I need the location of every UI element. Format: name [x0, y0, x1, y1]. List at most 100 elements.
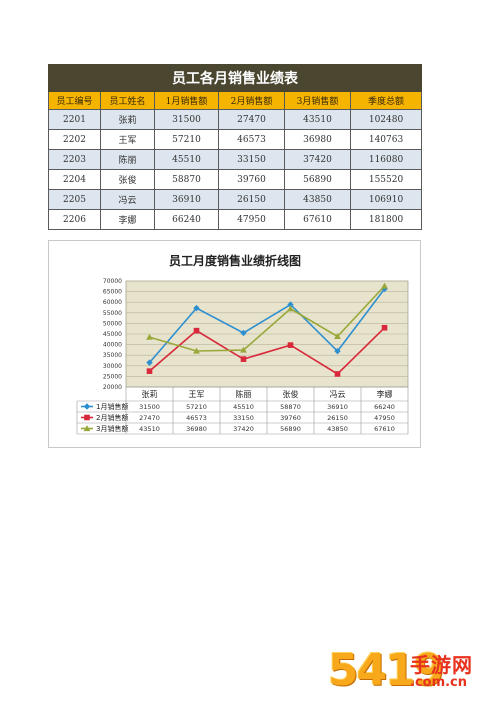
y-tick-label: 20000	[103, 384, 122, 391]
legend-key-marker	[83, 425, 91, 432]
cell-jan: 31500	[154, 109, 219, 130]
cell-jan: 45510	[154, 149, 219, 170]
chart-data-table: 张莉 王军 陈丽 张俊 冯云 李娜 1月销售额 31500 57210 45510 58870 369…	[76, 386, 409, 435]
data-point	[381, 282, 388, 289]
cell-feb: 47950	[218, 209, 285, 230]
cell-mar: 67610	[284, 209, 351, 230]
data-table-value: 36910	[327, 403, 348, 411]
data-point	[193, 304, 200, 312]
watermark-digits: 5419	[328, 645, 444, 696]
watermark-domain: .com.cn	[410, 675, 468, 690]
cell-jan: 36910	[154, 189, 219, 210]
data-table-value: 66240	[374, 403, 395, 411]
cell-id: 2203	[48, 149, 101, 170]
y-tick-label: 65000	[103, 289, 122, 296]
cell-id: 2204	[48, 169, 101, 190]
data-point	[381, 324, 388, 331]
x-category-label: 陈丽	[236, 389, 252, 399]
y-tick-label: 45000	[103, 331, 122, 338]
cell-total: 116080	[349, 149, 423, 170]
y-tick-label: 35000	[103, 352, 122, 359]
x-category-label: 王军	[189, 390, 205, 399]
cell-name: 李娜	[100, 209, 155, 230]
line-chart: 员工月度销售业绩折线图 70000 65000 60000 55000 50000 450…	[48, 240, 421, 448]
data-table-value: 37420	[233, 425, 254, 433]
table-row: 2202 王军 57210 46573 36980 140763	[48, 129, 423, 150]
cell-mar: 43850	[284, 189, 351, 210]
x-category-label: 张俊	[283, 389, 299, 399]
header-employee-id: 员工编号	[48, 91, 101, 110]
data-table-value: 31500	[139, 403, 160, 411]
data-table-value: 45510	[233, 403, 254, 411]
cell-total: 102480	[349, 109, 423, 130]
legend-entry: 2月销售额	[96, 413, 128, 422]
data-point	[334, 333, 341, 340]
data-table-value: 56890	[280, 425, 301, 433]
table-title: 员工各月销售业绩表	[47, 64, 423, 92]
cell-id: 2205	[48, 189, 101, 210]
data-point	[240, 346, 247, 353]
x-category-label: 李娜	[377, 389, 393, 399]
cell-feb: 26150	[218, 189, 285, 210]
cell-id: 2206	[48, 209, 101, 230]
cell-mar: 43510	[284, 109, 351, 130]
header-employee-name: 员工姓名	[100, 91, 155, 110]
data-point	[146, 368, 153, 374]
gridlines	[126, 280, 408, 388]
legend-key-marker	[84, 414, 90, 421]
cell-total: 106910	[349, 189, 423, 210]
cell-jan: 58870	[154, 169, 219, 190]
cell-mar: 37420	[284, 149, 351, 170]
data-point	[146, 333, 153, 340]
series-line-3	[149, 285, 386, 352]
data-point	[287, 305, 294, 312]
data-table-value: 39760	[280, 414, 301, 422]
site-watermark-logo: 5419 手游网 .com.cn	[328, 647, 496, 699]
header-quarter-total: 季度总额	[349, 91, 423, 110]
cell-jan: 66240	[154, 209, 219, 230]
data-table-value: 46573	[186, 414, 207, 422]
data-point	[287, 301, 294, 308]
cell-feb: 39760	[218, 169, 285, 190]
cell-name: 陈丽	[100, 149, 155, 170]
data-table-value: 67610	[374, 425, 395, 433]
data-point	[287, 342, 294, 348]
cell-id: 2201	[48, 109, 101, 130]
cell-feb: 33150	[218, 149, 285, 170]
table-row: 2203 陈丽 45510 33150 37420 116080	[48, 149, 423, 170]
cell-name: 张俊	[100, 169, 155, 190]
cell-name: 张莉	[100, 109, 155, 130]
y-axis-ticks: 70000 65000 60000 55000 50000 45000 40000 35000…	[103, 278, 122, 391]
header-mar-sales: 3月销售额	[284, 91, 351, 110]
x-category-label: 冯云	[330, 390, 346, 399]
cell-feb: 27470	[218, 109, 285, 130]
y-tick-label: 25000	[103, 373, 122, 380]
data-table-value: 58870	[280, 403, 301, 411]
y-tick-label: 50000	[103, 320, 122, 327]
cell-name: 王军	[100, 129, 155, 150]
data-point	[193, 347, 200, 354]
table-row: 2201 张莉 31500 27470 43510 102480	[48, 109, 423, 130]
cell-mar: 56890	[284, 169, 351, 190]
data-point	[240, 329, 247, 337]
y-tick-label: 60000	[103, 299, 122, 306]
data-point	[193, 327, 200, 334]
data-table-value: 27470	[139, 414, 160, 422]
cell-total: 181800	[349, 209, 423, 230]
cell-feb: 46573	[218, 129, 285, 150]
watermark-name: 手游网	[410, 653, 473, 677]
table-row: 2204 张俊 58870 39760 56890 155520	[48, 169, 423, 190]
y-tick-label: 40000	[103, 342, 122, 349]
data-table-value: 57210	[186, 403, 207, 411]
data-table-value: 26150	[327, 414, 348, 422]
cell-mar: 36980	[284, 129, 351, 150]
data-table-value: 36980	[186, 425, 207, 433]
table-row: 2206 李娜 66240 47950 67610 181800	[48, 209, 423, 230]
cell-total: 155520	[349, 169, 423, 190]
y-tick-label: 30000	[103, 363, 122, 370]
cell-id: 2202	[48, 129, 101, 150]
data-point	[334, 347, 341, 355]
line-chart-svg: 员工月度销售业绩折线图 70000 65000 60000 55000 50000 450…	[76, 253, 409, 435]
header-jan-sales: 1月销售额	[154, 91, 219, 110]
data-table-value: 47950	[374, 414, 395, 422]
